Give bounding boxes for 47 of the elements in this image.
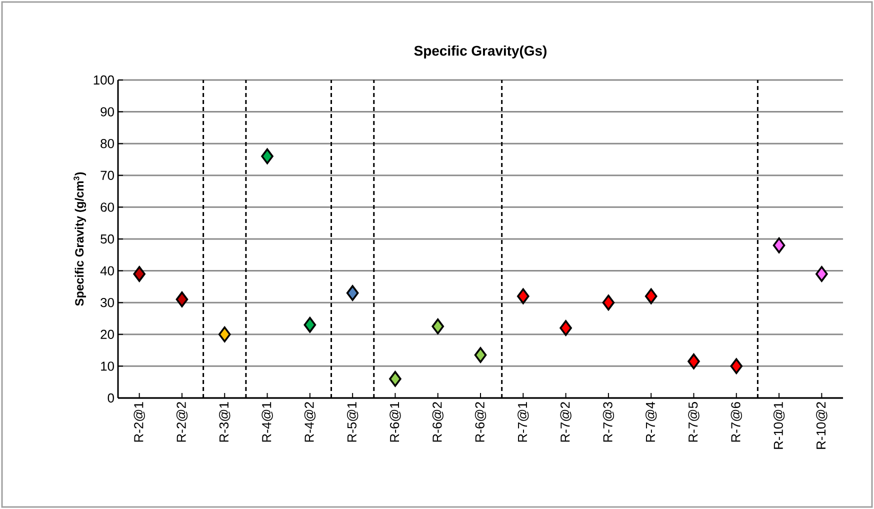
- point: [560, 320, 572, 336]
- point: [389, 371, 402, 387]
- x-tick-label: R-7@6: [730, 402, 742, 442]
- point: [474, 347, 487, 363]
- point: [602, 294, 615, 310]
- y-tick-label: 10: [101, 362, 114, 371]
- x-tick-label: R-2@1: [134, 402, 145, 442]
- y-tick-label: 20: [100, 330, 114, 339]
- point: [688, 354, 700, 370]
- x-tick-label: R-2@2: [176, 402, 188, 442]
- point: [176, 292, 188, 308]
- point: [346, 285, 359, 301]
- y-tick-label: 90: [100, 107, 114, 116]
- y-tick-label: 100: [94, 75, 114, 85]
- x-tick-label: R-7@4: [646, 402, 657, 442]
- point: [304, 316, 316, 333]
- x-tick-label: R-7@1: [518, 402, 529, 442]
- x-tick-label: R-4@1: [262, 402, 273, 442]
- x-tick-label: R-5@1: [346, 402, 358, 442]
- x-tick-label: R-7@2: [560, 402, 572, 442]
- y-tick-label: 70: [100, 170, 114, 180]
- y-tick-label: 50: [100, 234, 114, 244]
- point: [218, 326, 231, 342]
- y-tick-label: 0: [108, 393, 114, 403]
- x-tick-label: R-3@1: [219, 402, 230, 442]
- point: [816, 266, 828, 282]
- y-tick-label: 80: [100, 138, 114, 148]
- x-tick-label: R-4@2: [304, 402, 316, 442]
- chart-title: Specific Gravity(Gs): [414, 45, 546, 58]
- point: [730, 358, 743, 374]
- point: [772, 237, 786, 254]
- y-tick-label: 60: [100, 202, 114, 212]
- y-axis-title: Specific Gravity (g/cm$^{3}$): [74, 172, 86, 306]
- point: [261, 148, 274, 164]
- x-tick-label: R-7@3: [602, 402, 614, 442]
- x-tick-label: R-7@5: [688, 402, 700, 442]
- x-tick-label: R-10@1: [773, 402, 785, 449]
- x-tick-label: R-10@2: [816, 402, 828, 449]
- point: [517, 288, 530, 304]
- x-tick-label: R-6@2: [474, 402, 486, 442]
- x-tick-label: R-6@2: [432, 402, 444, 442]
- point: [644, 288, 658, 304]
- point: [432, 318, 444, 334]
- y-tick-label: 30: [100, 298, 114, 308]
- y-tick-label: 40: [100, 266, 114, 276]
- point: [133, 266, 146, 282]
- x-tick-label: R-6@1: [390, 402, 401, 442]
